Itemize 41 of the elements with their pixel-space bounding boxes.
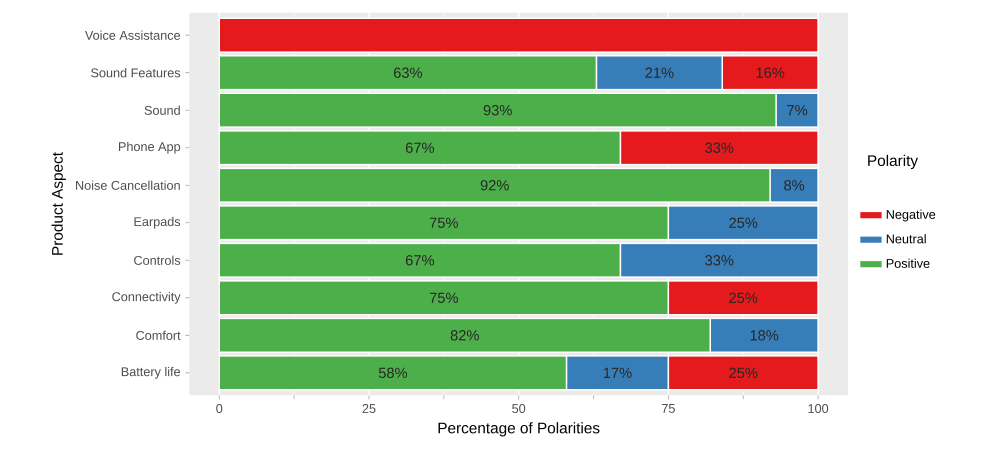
data-label: 25%	[729, 218, 758, 228]
legend-label: Neutral	[886, 234, 926, 244]
data-label: 92%	[480, 180, 509, 190]
data-label: 8%	[784, 180, 804, 190]
data-label: 63%	[394, 68, 422, 78]
data-label: 18%	[750, 330, 778, 341]
y-axis-title: Product Aspect	[52, 152, 66, 255]
y-tick-label: Voice Assistance	[84, 30, 180, 40]
legend-label: Negative	[886, 210, 936, 222]
y-tick-label: Connectivity	[112, 292, 181, 304]
y-tick-label: Phone App	[118, 142, 180, 154]
data-label: 67%	[406, 142, 434, 153]
data-label: 93%	[484, 105, 512, 116]
data-label: 25%	[729, 292, 758, 303]
data-label: 7%	[787, 105, 808, 116]
x-tick-label: 75	[662, 404, 675, 413]
y-tick-label: Comfort	[136, 330, 181, 340]
y-tick-label: Battery life	[122, 366, 180, 379]
legend-title: Polarity	[868, 154, 918, 170]
data-label: 25%	[729, 368, 758, 378]
data-label: 17%	[604, 368, 632, 378]
data-label: 16%	[756, 68, 784, 78]
y-tick-label: Sound Features	[91, 68, 180, 78]
data-label: 21%	[645, 68, 674, 78]
y-tick-label: Noise Cancellation	[76, 180, 180, 190]
data-label: 67%	[406, 255, 434, 266]
legend-label: Positive	[886, 258, 930, 268]
y-tick-label: Sound	[144, 106, 180, 115]
data-label: 33%	[705, 255, 734, 266]
x-tick-label: 50	[512, 404, 526, 414]
data-label: 58%	[378, 368, 408, 378]
y-tick-label: Controls	[134, 256, 180, 265]
data-label: 33%	[705, 142, 734, 153]
x-tick-label: 100	[808, 404, 828, 414]
y-tick-label: Earpads	[134, 216, 180, 229]
data-label: 75%	[430, 218, 458, 228]
x-tick-label: 0	[216, 404, 222, 414]
data-label: 82%	[450, 330, 479, 341]
x-tick-label: 25	[362, 404, 376, 414]
x-axis-title: Percentage of Polarities	[438, 422, 600, 436]
data-label: 75%	[430, 292, 458, 303]
